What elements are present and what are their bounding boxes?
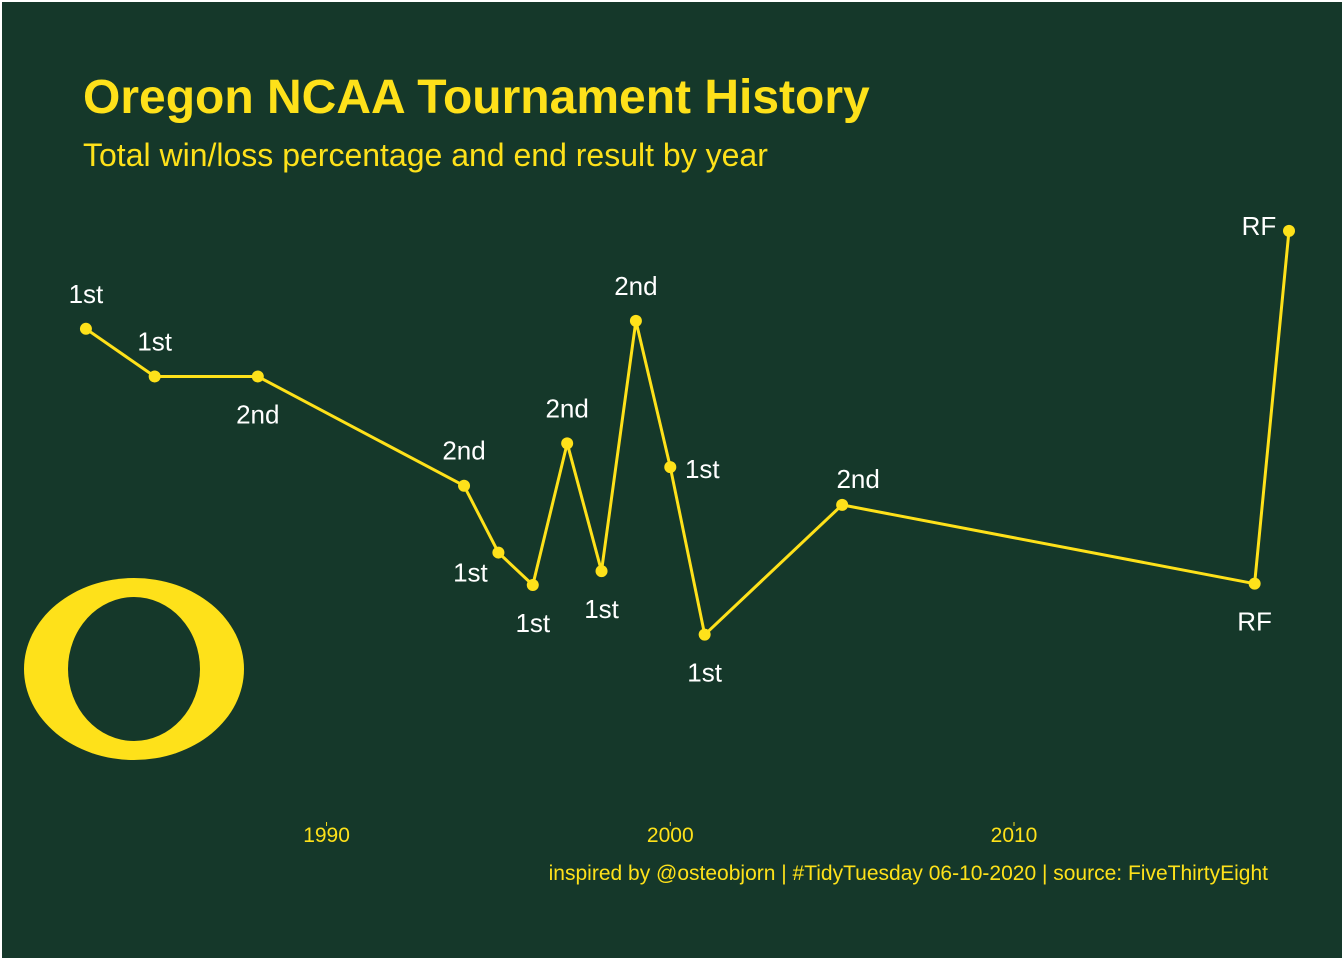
data-point (629, 314, 642, 327)
point-label: 2nd (442, 436, 485, 466)
point-label: 2nd (545, 393, 588, 423)
data-point (251, 370, 264, 383)
point-label: 1st (137, 326, 172, 356)
series-line (85, 230, 1291, 637)
oregon-o-logo-icon (24, 578, 244, 760)
x-axis: 1990 2000 2010 (303, 822, 1037, 847)
data-point (1248, 577, 1261, 590)
data-point (836, 498, 849, 511)
data-point (79, 322, 92, 335)
data-labels: 1st 1st 2nd 2nd 1st 1st 2nd 1st 2nd 1st 1st 2nd RF RF (69, 211, 1277, 688)
chart-caption: inspired by @osteobjorn | #TidyTuesday 0… (549, 862, 1269, 885)
x-tick-label: 2000 (647, 824, 694, 847)
point-label: 1st (687, 658, 722, 688)
chart-title: Oregon NCAA Tournament History (83, 71, 870, 124)
chart-subtitle: Total win/loss percentage and end result… (83, 137, 768, 173)
data-series (79, 224, 1296, 641)
point-label: 1st (685, 454, 720, 484)
x-tick-label: 2010 (991, 824, 1038, 847)
point-label: 2nd (614, 271, 657, 301)
point-label: 1st (584, 594, 619, 624)
x-tick-label: 1990 (303, 824, 350, 847)
data-point (492, 546, 505, 559)
data-point (458, 479, 471, 492)
point-label: 1st (515, 608, 550, 638)
data-point (148, 370, 161, 383)
point-label: 2nd (236, 399, 279, 429)
data-point (561, 437, 574, 450)
data-point (526, 579, 539, 592)
data-point (1283, 224, 1296, 237)
point-label: 2nd (836, 464, 879, 494)
data-point (698, 628, 711, 641)
data-point (664, 461, 677, 474)
point-label: RF (1242, 211, 1277, 241)
data-point (595, 565, 608, 578)
point-label: RF (1237, 607, 1272, 637)
point-label: 1st (69, 279, 104, 309)
point-label: 1st (453, 558, 488, 588)
